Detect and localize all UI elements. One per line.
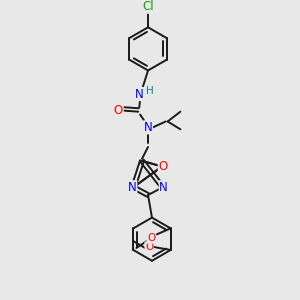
- Text: O: O: [147, 233, 155, 243]
- Text: N: N: [159, 181, 168, 194]
- Text: N: N: [135, 88, 144, 100]
- Text: N: N: [144, 121, 152, 134]
- Text: O: O: [158, 160, 168, 173]
- Text: O: O: [113, 104, 122, 117]
- Text: N: N: [128, 181, 137, 194]
- Text: O: O: [145, 242, 153, 252]
- Text: H: H: [146, 86, 154, 96]
- Text: Cl: Cl: [142, 0, 154, 13]
